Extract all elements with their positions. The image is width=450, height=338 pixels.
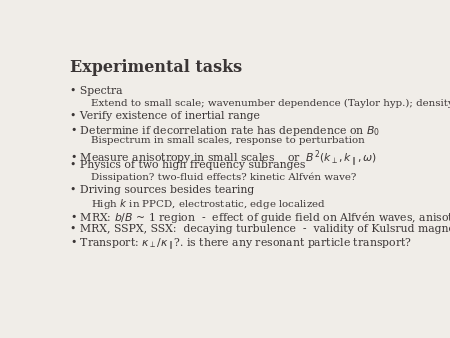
Text: • Driving sources besides tearing: • Driving sources besides tearing — [70, 185, 254, 195]
Text: High $k$ in PPCD, electrostatic, edge localized: High $k$ in PPCD, electrostatic, edge lo… — [91, 197, 326, 211]
Text: • Physics of two high frequency subranges: • Physics of two high frequency subrange… — [70, 160, 306, 170]
Text: • MRX: $b/B$ ~ 1 region  -  effect of guide field on Alfvén waves, anisotropy, e: • MRX: $b/B$ ~ 1 region - effect of guid… — [70, 210, 450, 225]
Text: Bispectrum in small scales, response to perturbation: Bispectrum in small scales, response to … — [91, 136, 365, 145]
Text: Extend to small scale; wavenumber dependence (Taylor hyp.); density, flow: Extend to small scale; wavenumber depend… — [91, 99, 450, 108]
Text: • Determine if decorrelation rate has dependence on $B_0$: • Determine if decorrelation rate has de… — [70, 124, 380, 138]
Text: • Measure anisotropy in small scales     or  $B^2(k_{\perp}, k_{\parallel}, \ome: • Measure anisotropy in small scales or … — [70, 148, 378, 169]
Text: • MRX, SSPX, SSX:  decaying turbulence  -  validity of Kulsrud magnetogenesis: • MRX, SSPX, SSX: decaying turbulence - … — [70, 223, 450, 234]
Text: • Transport: $\kappa_{\perp}/\kappa_{\parallel}$?. is there any resonant particl: • Transport: $\kappa_{\perp}/\kappa_{\pa… — [70, 237, 412, 253]
Text: • Verify existence of inertial range: • Verify existence of inertial range — [70, 111, 260, 121]
Text: • Spectra: • Spectra — [70, 86, 123, 96]
Text: Experimental tasks: Experimental tasks — [70, 59, 242, 76]
Text: Dissipation? two-fluid effects? kinetic Alfvén wave?: Dissipation? two-fluid effects? kinetic … — [91, 172, 356, 182]
